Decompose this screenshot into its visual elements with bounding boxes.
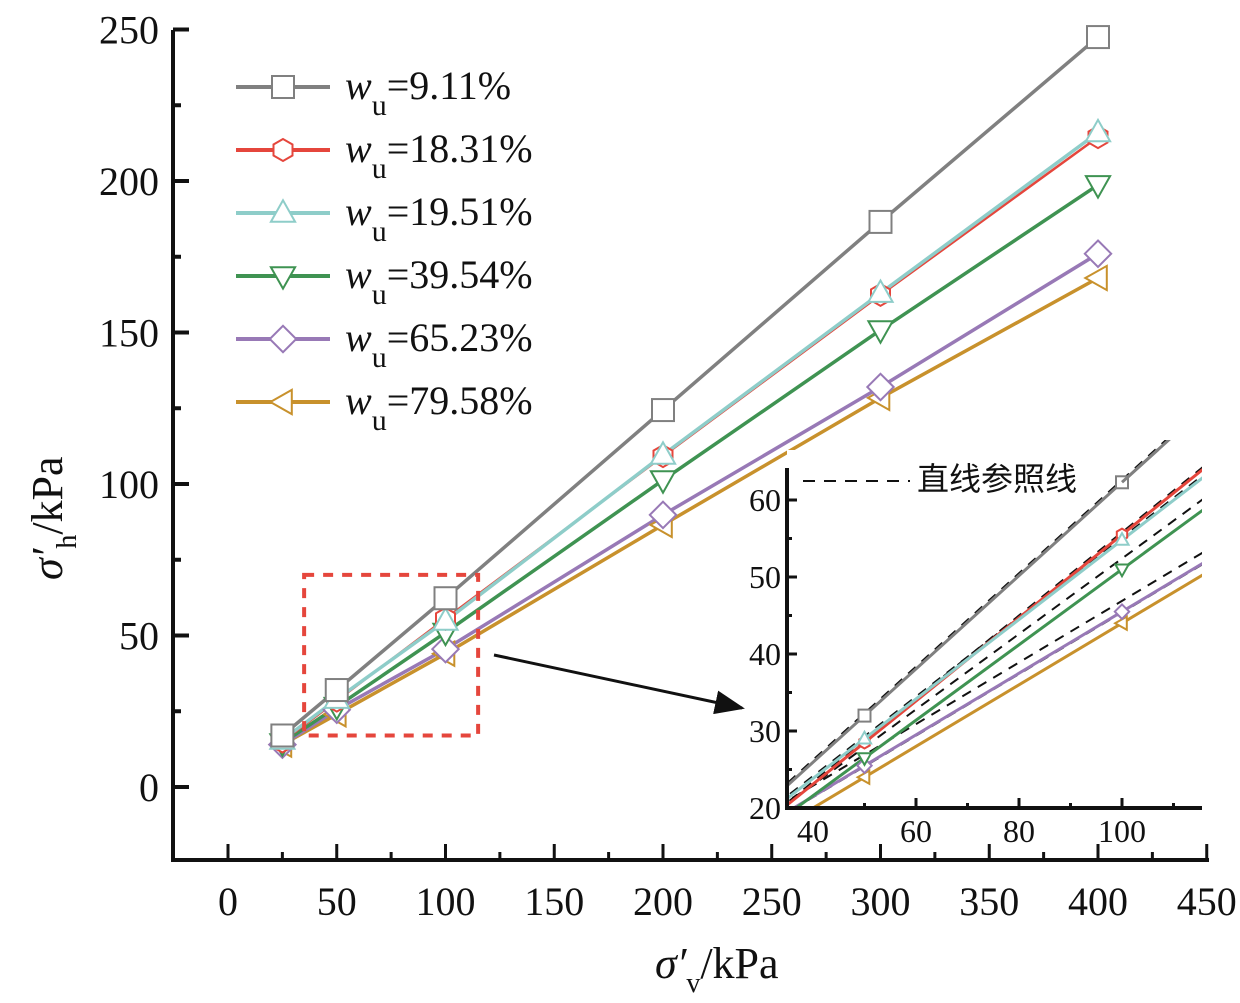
y-tick-label: 250 <box>99 8 159 53</box>
legend-item-5: wu=65.23% <box>236 315 533 374</box>
data-point-series-6 <box>1083 264 1108 292</box>
inset-data-point-series-5 <box>1113 602 1131 621</box>
reference-line-label: 直线参照线 <box>917 460 1077 498</box>
data-point-series-3 <box>431 606 460 631</box>
legend-marker-triangle-left-icon <box>268 388 293 416</box>
data-point-series-5 <box>865 372 896 402</box>
inset-gray-line-extension <box>1120 448 1160 484</box>
zoom-region-box <box>302 572 481 738</box>
legend-item-3: wu=19.51% <box>236 189 533 248</box>
data-point-series-3 <box>649 440 677 465</box>
x-axis-title: σ′v/kPa <box>655 939 779 999</box>
data-point-series-4 <box>1084 175 1112 200</box>
data-point-series-5 <box>1083 239 1113 269</box>
data-point-series-1 <box>324 678 349 703</box>
x-tick-label: 450 <box>1177 879 1237 924</box>
x-tick-label: 200 <box>633 879 693 924</box>
y-axis-title: σ′h/kPa <box>23 456 83 580</box>
y-tick-label: 100 <box>99 462 159 507</box>
legend-marker-triangle-down-icon <box>269 266 297 291</box>
legend-label: wu=9.11% <box>345 63 511 122</box>
inset-chart: 20 30 40 50 60 40 60 80 100 直线参照线 <box>749 440 1207 849</box>
inset-y-tick-label: 60 <box>749 482 781 518</box>
reference-line-1 <box>787 440 1168 785</box>
legend-label: wu=65.23% <box>345 315 533 374</box>
legend-label: wu=39.54% <box>345 252 533 311</box>
legend-item-1: wu=9.11% <box>236 63 511 122</box>
inset-data-point-series-1 <box>857 708 872 723</box>
inset-y-tick-label: 40 <box>749 636 781 672</box>
x-tick-label: 0 <box>218 879 238 924</box>
data-point-series-1 <box>270 723 295 748</box>
x-tick-label: 100 <box>416 879 476 924</box>
inset-y-tick-label: 30 <box>749 713 781 749</box>
inset-y-tick-label: 20 <box>749 790 781 826</box>
x-tick-label: 250 <box>742 879 802 924</box>
data-point-series-3 <box>866 278 895 303</box>
legend: wu=9.11%wu=18.31%wu=19.51%wu=39.54%wu=65… <box>236 63 533 437</box>
inset-data-point-series-6 <box>855 768 871 786</box>
data-point-series-4 <box>866 320 895 345</box>
inset-data-point-series-3 <box>1113 531 1131 546</box>
legend-marker-square-icon <box>271 75 295 99</box>
main-axes: 0 50 100 150 200 250 0 50 100 150 200 250 300 350 400 4… <box>99 8 1237 925</box>
series-line-6 <box>281 276 1099 747</box>
data-point-series-1 <box>433 586 458 611</box>
x-tick-label: 50 <box>317 879 357 924</box>
x-tick-label: 150 <box>524 879 584 924</box>
data-point-series-1 <box>651 398 675 423</box>
data-point-series-1 <box>1086 25 1110 50</box>
x-tick-label: 300 <box>851 879 911 924</box>
reference-line-4 <box>787 498 1202 806</box>
inset-series-line-5 <box>787 562 1202 810</box>
data-point-series-4 <box>649 470 677 495</box>
y-tick-label: 50 <box>119 614 159 659</box>
legend-label: wu=19.51% <box>345 189 533 248</box>
reference-line-5 <box>787 551 1202 803</box>
inset-x-tick-label: 60 <box>900 813 932 849</box>
legend-marker-triangle-up-icon <box>269 198 297 223</box>
legend-marker-diamond-icon <box>268 324 298 354</box>
inset-y-tick-label: 50 <box>749 559 781 595</box>
x-tick-label: 400 <box>1068 879 1128 924</box>
x-tick-label: 350 <box>959 879 1019 924</box>
inset-x-tick-label: 100 <box>1098 813 1146 849</box>
legend-label: wu=18.31% <box>345 126 533 185</box>
inset-data-point-series-4 <box>856 752 873 767</box>
inset-data-point-series-3 <box>856 729 873 745</box>
legend-item-6: wu=79.58% <box>236 378 533 437</box>
inset-data-point-series-4 <box>1113 563 1131 579</box>
zoom-arrow <box>493 653 745 715</box>
inset-series-line-4 <box>790 508 1202 810</box>
y-tick-label: 150 <box>99 311 159 356</box>
main-series-layer <box>267 25 1113 760</box>
data-point-series-5 <box>648 500 678 530</box>
y-tick-label: 200 <box>99 159 159 204</box>
inset-x-tick-label: 80 <box>1003 813 1035 849</box>
inset-series-line-6 <box>806 573 1202 810</box>
inset-data-point-series-6 <box>1113 614 1128 632</box>
legend-item-4: wu=39.54% <box>236 252 533 311</box>
legend-label: wu=79.58% <box>345 378 533 437</box>
data-point-series-3 <box>1084 117 1112 143</box>
data-point-series-5 <box>430 634 461 664</box>
legend-marker-hexagon-icon <box>272 137 294 163</box>
y-tick-label: 0 <box>139 765 159 810</box>
inset-series-line-3 <box>787 476 1202 801</box>
data-point-series-1 <box>868 209 893 234</box>
inset-x-tick-label: 40 <box>797 813 829 849</box>
legend-item-2: wu=18.31% <box>236 126 533 185</box>
